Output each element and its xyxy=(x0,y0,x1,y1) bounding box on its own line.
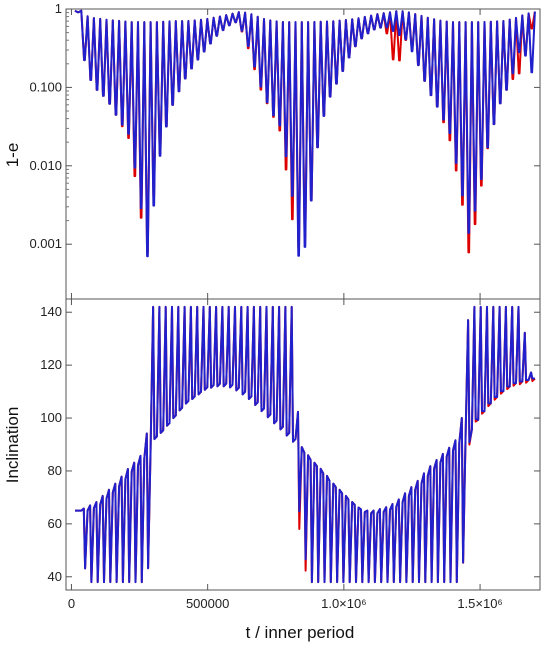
x-tick-label: 0 xyxy=(68,596,75,611)
x-tick-label: 1.0×10⁶ xyxy=(321,596,366,611)
top-y-tick-label: 0.010 xyxy=(29,158,62,173)
bottom-y-tick-label: 60 xyxy=(48,516,62,531)
bottom-series-line-1 xyxy=(75,305,535,584)
bottom-y-ticks: 40 60 80 100 120 140 xyxy=(40,304,540,584)
top-y-tick-label: 0.100 xyxy=(29,79,62,94)
top-series-line-1 xyxy=(74,9,536,258)
bottom-y-axis-label: Inclination xyxy=(3,407,22,484)
bottom-y-tick-label: 40 xyxy=(48,569,62,584)
bottom-y-tick-label: 100 xyxy=(40,410,62,425)
bottom-y-tick-label: 140 xyxy=(40,304,62,319)
x-tick-label: 1.5×10⁶ xyxy=(457,596,502,611)
top-y-tick-label: 1 xyxy=(55,1,62,16)
x-ticks: 0 500000 1.0×10⁶ 1.5×10⁶ xyxy=(68,9,503,611)
top-y-axis-label: 1-e xyxy=(3,143,22,168)
top-plot-area xyxy=(74,9,536,258)
bottom-y-tick-label: 120 xyxy=(40,357,62,372)
bottom-panel-frame xyxy=(65,298,541,591)
x-tick-label: 500000 xyxy=(186,596,229,611)
top-y-tick-label: 0.001 xyxy=(29,236,62,251)
bottom-y-tick-label: 80 xyxy=(48,463,62,478)
top-y-ticks: 1 0.100 0.010 0.001 xyxy=(29,1,540,251)
bottom-plot-area xyxy=(75,305,536,584)
x-axis-label: t / inner period xyxy=(246,623,355,642)
